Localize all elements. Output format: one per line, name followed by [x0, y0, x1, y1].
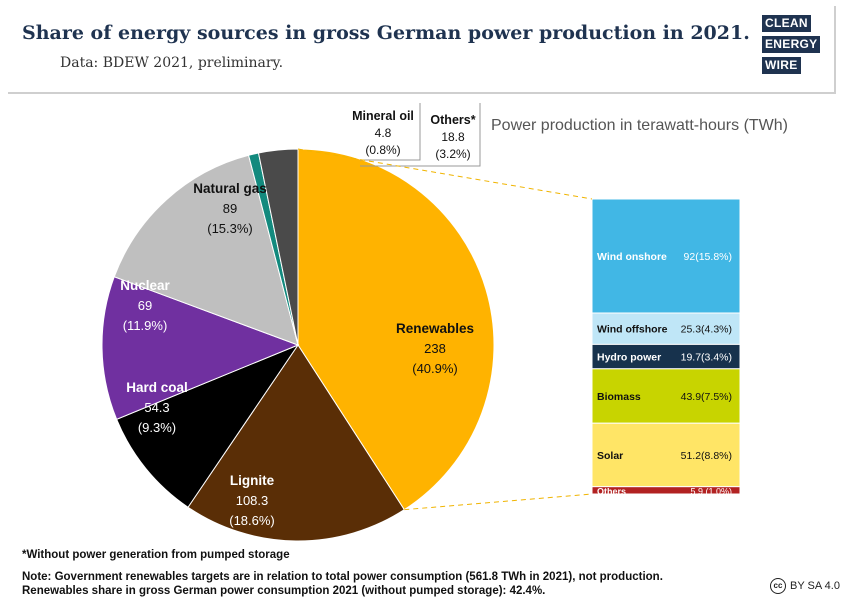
breakdown-label-solar: Solar [597, 450, 623, 462]
connector-line-bottom [404, 493, 593, 511]
slice-pct-others: (3.2%) [435, 147, 470, 161]
creative-commons-icon: cc [770, 578, 786, 594]
slice-value-others: 18.8 [441, 130, 465, 144]
pie-slice-others [257, 148, 299, 346]
slice-value-nuclear: 69 [138, 298, 152, 313]
breakdown-value-others: 5.9 (1.0%) [690, 486, 732, 496]
slice-label-nuclear: Nuclear [120, 278, 170, 293]
slice-pct-hard-coal: (9.3%) [138, 420, 176, 435]
breakdown-bar-hydro-power [591, 343, 741, 370]
header-divider-vertical [834, 6, 836, 94]
note-renewables-share: Renewables share in gross German power c… [22, 585, 546, 597]
header: Share of energy sources in gross German … [0, 0, 850, 100]
chart-subtitle: Power production in terawatt-hours (TWh) [491, 117, 788, 134]
breakdown-bar-others [591, 486, 741, 495]
license-badge[interactable]: cc BY SA 4.0 [770, 578, 840, 594]
breakdown-value-hydro-power: 19.7(3.4%) [681, 352, 732, 364]
pie-slice-renewables [297, 148, 495, 511]
logo-line-3: WIRE [762, 57, 801, 74]
slice-value-lignite: 108.3 [236, 493, 269, 508]
data-source: Data: BDEW 2021, preliminary. [60, 55, 284, 71]
slice-pct-natural-gas: (15.3%) [207, 221, 253, 236]
slice-label-natural-gas: Natural gas [193, 181, 267, 196]
breakdown-label-wind-offshore: Wind offshore [597, 324, 668, 336]
footnote-pumped-storage: *Without power generation from pumped st… [22, 549, 290, 561]
slice-label-hard-coal: Hard coal [126, 380, 188, 395]
slice-value-renewables: 238 [424, 341, 446, 356]
breakdown-value-biomass: 43.9(7.5%) [681, 391, 732, 403]
pie-slice-natural-gas [113, 154, 299, 346]
note-renewables-targets: Note: Government renewables targets are … [22, 571, 663, 583]
callout-line-mineral-oil [360, 103, 421, 161]
slice-label-renewables: Renewables [396, 321, 474, 336]
slice-value-natural-gas: 89 [223, 201, 237, 216]
breakdown-value-wind-offshore: 25.3(4.3%) [681, 324, 732, 336]
clean-energy-wire-logo[interactable]: CLEAN ENERGY WIRE [762, 14, 824, 77]
slice-pct-renewables: (40.9%) [412, 361, 458, 376]
slice-pct-lignite: (18.6%) [229, 513, 275, 528]
breakdown-bar-solar [591, 422, 741, 488]
slice-value-hard-coal: 54.3 [144, 400, 169, 415]
logo-line-2: ENERGY [762, 36, 821, 53]
header-divider [8, 92, 836, 94]
slice-pct-nuclear: (11.9%) [123, 318, 168, 333]
breakdown-label-hydro-power: Hydro power [597, 352, 661, 364]
breakdown-bar-biomass [591, 368, 741, 424]
breakdown-label-others: Others [597, 486, 626, 496]
logo-line-1: CLEAN [762, 15, 811, 32]
breakdown-label-biomass: Biomass [597, 391, 641, 403]
license-text: BY SA 4.0 [790, 579, 840, 592]
connector-line-top [297, 148, 593, 200]
slice-label-lignite: Lignite [230, 473, 275, 488]
slice-label-others: Others* [430, 113, 475, 127]
chart-title: Share of energy sources in gross German … [22, 22, 750, 44]
pie-slice-nuclear [101, 276, 300, 420]
pie-slice-lignite [187, 344, 405, 542]
slice-value-mineral-oil: 4.8 [375, 126, 392, 140]
slice-pct-mineral-oil: (0.8%) [365, 143, 400, 157]
breakdown-bar-wind-onshore [591, 198, 741, 314]
breakdown-label-wind-onshore: Wind onshore [597, 251, 667, 263]
breakdown-bar-wind-offshore [591, 312, 741, 345]
slice-label-mineral-oil: Mineral oil [352, 109, 414, 123]
breakdown-value-wind-onshore: 92(15.8%) [684, 251, 732, 263]
pie-slice-hard-coal [115, 343, 300, 508]
breakdown-value-solar: 51.2(8.8%) [681, 450, 732, 462]
